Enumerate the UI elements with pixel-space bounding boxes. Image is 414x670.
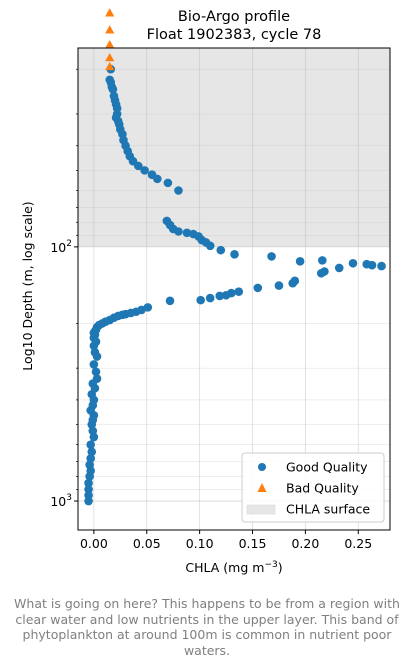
legend: Good Quality Bad Quality CHLA surface: [241, 452, 385, 523]
x-tick-label: 0.15: [239, 536, 267, 551]
data-point-good-quality: [316, 268, 326, 278]
data-point-good-quality: [295, 257, 305, 266]
data-point-good-quality: [84, 496, 93, 506]
data-point-good-quality: [367, 260, 377, 270]
data-point-good-quality: [84, 478, 93, 488]
legend-chla-surface-label: CHLA surface: [286, 502, 370, 517]
data-points-layer: [84, 8, 386, 506]
chla-profile-chart: 0.00 0.05 0.10 0.15 0.20 0.25 101 102 103 Bio-Ar…: [20, 0, 391, 575]
data-point-bad-quality: [105, 61, 115, 71]
data-point-good-quality: [89, 432, 99, 442]
legend-good-quality-marker: [258, 463, 266, 471]
data-point-bad-quality: [105, 40, 115, 49]
x-axis-label: CHLA (mg m−3): [185, 560, 282, 575]
legend-bad-quality-label: Bad Quality: [286, 481, 359, 496]
data-point-good-quality: [140, 166, 149, 175]
data-point-bad-quality: [105, 25, 115, 34]
data-point-good-quality: [377, 261, 386, 271]
data-point-good-quality: [318, 256, 327, 265]
data-point-good-quality: [205, 241, 215, 251]
axes-layer: 0.00 0.05 0.10 0.15 0.20 0.25 101 102 103: [50, 0, 391, 551]
data-point-good-quality: [288, 278, 297, 288]
chla-surface-band: [78, 48, 390, 247]
data-point-good-quality: [163, 178, 173, 188]
y-tick-label: 102: [50, 239, 72, 255]
data-point-bad-quality: [105, 8, 115, 17]
data-point-good-quality: [234, 287, 244, 296]
y-tick-label: 101: [50, 0, 72, 1]
data-point-good-quality: [87, 447, 97, 457]
data-point-good-quality: [92, 352, 102, 361]
data-point-good-quality: [89, 360, 99, 369]
y-tick-label: 103: [50, 493, 72, 509]
x-tick-label: 0.25: [344, 536, 372, 551]
plot-frame: [77, 47, 391, 531]
data-point-good-quality: [230, 250, 239, 259]
data-point-good-quality: [84, 485, 93, 494]
data-point-good-quality: [89, 341, 99, 351]
chart-subtitle: Float 1902383, cycle 78: [147, 27, 322, 43]
data-point-good-quality: [153, 174, 162, 184]
data-point-good-quality: [86, 440, 95, 449]
data-point-good-quality: [216, 245, 226, 255]
legend-chla-surface-swatch: [246, 504, 276, 515]
data-point-good-quality: [215, 291, 225, 301]
data-point-good-quality: [205, 293, 215, 303]
data-point-good-quality: [133, 161, 143, 171]
x-tick-label: 0.20: [291, 536, 319, 551]
figure-caption: What is going on here? This happens to b…: [14, 596, 400, 658]
legend-good-quality-label: Good Quality: [286, 460, 368, 475]
data-point-good-quality: [108, 85, 118, 94]
data-point-good-quality: [221, 290, 231, 300]
data-point-good-quality: [86, 454, 95, 463]
data-point-good-quality: [87, 420, 97, 429]
data-point-good-quality: [174, 227, 183, 236]
data-point-good-quality: [85, 472, 94, 481]
data-point-good-quality: [91, 367, 101, 377]
data-point-good-quality: [267, 252, 276, 261]
x-axis-label-exponent: −3: [264, 560, 277, 570]
chart-title: Bio-Argo profile: [178, 9, 290, 25]
grid-layer: [78, 48, 390, 530]
data-point-good-quality: [253, 283, 263, 293]
data-point-good-quality: [165, 296, 175, 306]
data-point-good-quality: [334, 263, 344, 273]
x-tick-label: 0.00: [80, 536, 108, 551]
data-point-good-quality: [196, 295, 205, 305]
data-point-good-quality: [274, 281, 284, 290]
legend-box: [241, 452, 385, 523]
x-tick-label: 0.10: [186, 536, 214, 551]
data-point-good-quality: [174, 186, 183, 195]
chla-surface-band-layer: [78, 48, 390, 247]
legend-bad-quality-marker: [257, 483, 267, 492]
data-point-bad-quality: [105, 53, 115, 62]
y-axis-label: Log10 Depth (m, log scale): [20, 201, 35, 370]
data-point-good-quality: [348, 258, 358, 268]
x-tick-label: 0.05: [133, 536, 161, 551]
